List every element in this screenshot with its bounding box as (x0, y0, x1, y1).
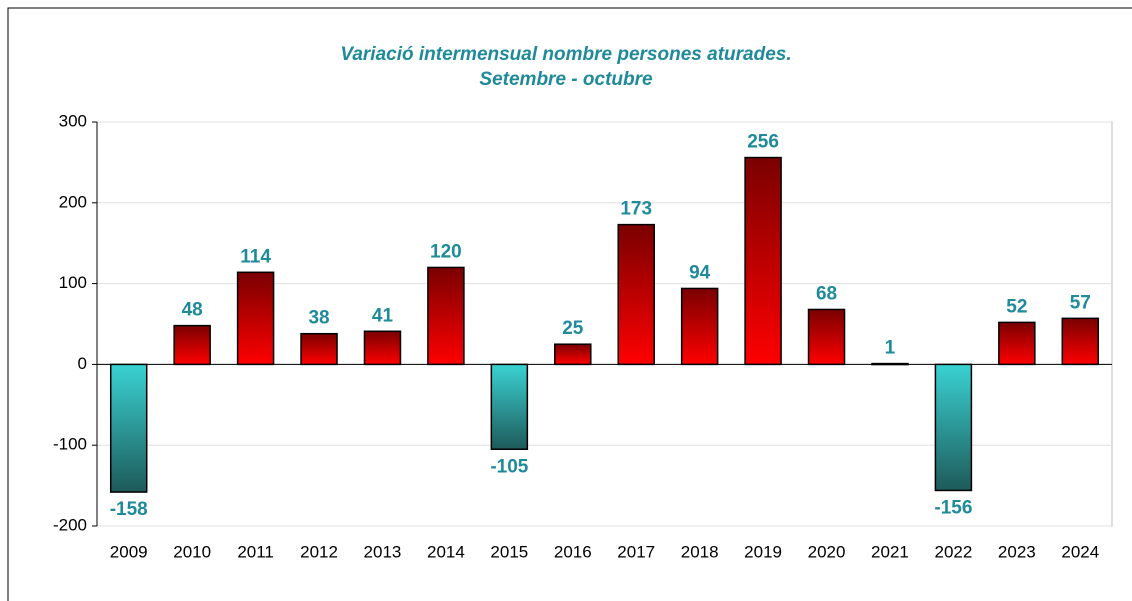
bar (300, 332, 338, 366)
value-label: 57 (1070, 292, 1091, 313)
bar (427, 266, 465, 366)
value-label: 94 (689, 262, 711, 283)
value-label: 48 (182, 300, 203, 321)
x-tick-label: 2009 (110, 542, 148, 561)
bar (490, 363, 529, 450)
value-label: 38 (308, 308, 329, 329)
value-label: 114 (240, 246, 271, 267)
chart-title: Variació intermensual nombre persones at… (340, 44, 791, 65)
x-tick-label: 2012 (300, 542, 338, 561)
x-tick-label: 2020 (808, 542, 846, 561)
x-tick-label: 2018 (681, 542, 719, 561)
x-tick-label: 2010 (173, 542, 211, 561)
value-label: 173 (620, 199, 652, 220)
bar (173, 324, 211, 366)
value-label: 120 (430, 241, 462, 262)
bar (680, 287, 719, 366)
x-tick-label: 2024 (1061, 542, 1099, 561)
value-label: 68 (816, 283, 837, 304)
x-tick-label: 2015 (490, 542, 528, 561)
bar (617, 223, 655, 366)
bar (744, 156, 782, 366)
bar (236, 271, 275, 366)
y-tick-label: 0 (78, 354, 87, 373)
x-tick-label: 2011 (237, 542, 274, 561)
x-tick-label: 2016 (554, 542, 592, 561)
bar (998, 321, 1036, 366)
bar (363, 330, 402, 366)
x-tick-label: 2019 (744, 542, 782, 561)
value-label: 1 (885, 338, 896, 359)
bar (554, 343, 592, 366)
value-label: 41 (372, 305, 394, 326)
x-tick-label: 2022 (934, 542, 972, 561)
x-tick-label: 2021 (871, 542, 909, 561)
x-tick-label: 2023 (998, 542, 1036, 561)
value-label: -158 (110, 499, 148, 520)
y-tick-label: 100 (59, 273, 87, 292)
x-tick-label: 2014 (427, 542, 465, 561)
bar (1061, 317, 1100, 366)
chart-subtitle: Setembre - octubre (479, 69, 653, 90)
bar (934, 363, 973, 492)
y-tick-label: 200 (59, 192, 87, 211)
value-label: -105 (490, 456, 528, 477)
value-label: 52 (1006, 296, 1027, 317)
y-tick-label: 300 (59, 111, 87, 130)
bar (807, 308, 846, 366)
y-tick-label: -100 (53, 435, 87, 454)
x-tick-label: 2013 (364, 542, 402, 561)
value-label: -156 (934, 497, 972, 518)
y-tick-label: -200 (53, 515, 87, 534)
x-tick-label: 2017 (617, 542, 655, 561)
value-label: 25 (562, 318, 584, 339)
bar (109, 363, 148, 493)
value-label: 256 (747, 132, 779, 153)
